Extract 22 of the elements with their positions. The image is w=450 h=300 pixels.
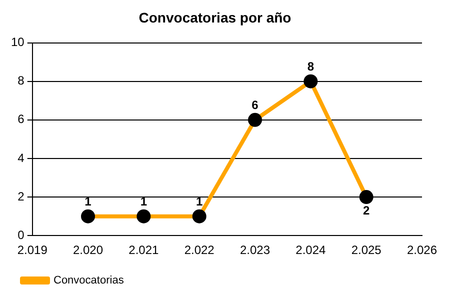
x-tick-label: 2.021 xyxy=(128,243,160,258)
data-label: 1 xyxy=(84,194,92,209)
y-tick-label: 0 xyxy=(18,228,25,242)
x-tick-label: 2.020 xyxy=(72,243,104,258)
chart-title: Convocatorias por año xyxy=(138,9,292,26)
y-tick-label: 8 xyxy=(18,74,25,88)
x-tick-label: 2.022 xyxy=(184,243,215,258)
x-tick-label: 2.019 xyxy=(17,243,48,258)
x-tick-label: 2.026 xyxy=(406,243,438,258)
y-tick-label: 10 xyxy=(10,35,25,50)
data-label: 6 xyxy=(252,98,259,112)
legend-label: Convocatorias xyxy=(54,274,124,287)
y-tick-label: 6 xyxy=(18,112,25,126)
x-tick-label: 2.024 xyxy=(296,243,326,258)
data-label: 1 xyxy=(140,194,148,209)
data-label: 1 xyxy=(196,194,203,209)
x-tick-label: 2.025 xyxy=(351,243,382,258)
x-tick-label: 2.023 xyxy=(240,243,270,258)
data-label: 2 xyxy=(362,203,370,218)
y-tick-label: 2 xyxy=(18,189,25,204)
y-tick-label: 4 xyxy=(18,150,25,165)
data-label: 8 xyxy=(307,60,314,74)
